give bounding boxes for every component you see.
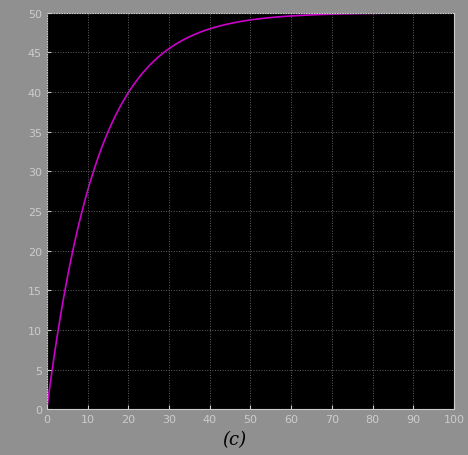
Text: (c): (c) (222, 430, 246, 448)
